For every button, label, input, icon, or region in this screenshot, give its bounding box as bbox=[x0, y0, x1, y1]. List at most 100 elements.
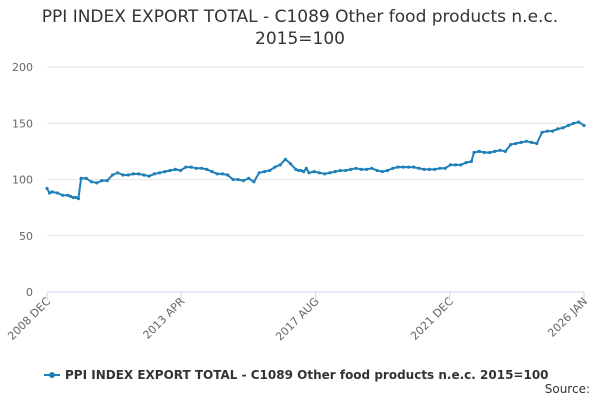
data-point bbox=[220, 172, 225, 176]
source-label[interactable]: Source: bbox=[544, 382, 590, 396]
y-tick-label: 100 bbox=[12, 174, 33, 187]
data-point bbox=[189, 165, 193, 169]
data-point bbox=[509, 143, 513, 147]
data-point bbox=[380, 170, 384, 174]
data-point bbox=[385, 168, 390, 173]
data-point bbox=[349, 167, 353, 171]
data-point bbox=[236, 177, 240, 182]
data-point bbox=[344, 168, 348, 173]
data-point bbox=[396, 165, 400, 169]
data-point bbox=[498, 148, 502, 152]
data-point bbox=[417, 166, 421, 170]
data-point bbox=[226, 173, 230, 177]
data-point bbox=[200, 166, 204, 170]
data-point bbox=[323, 172, 327, 176]
data-point bbox=[577, 120, 581, 124]
series-line bbox=[46, 121, 585, 200]
data-point bbox=[289, 162, 293, 166]
data-point bbox=[391, 166, 395, 170]
data-point bbox=[273, 165, 277, 169]
data-point bbox=[556, 127, 560, 131]
legend-label: PPI INDEX EXPORT TOTAL - C1089 Other foo… bbox=[65, 368, 549, 382]
grid-layer bbox=[47, 66, 584, 237]
data-point bbox=[247, 176, 251, 180]
data-point bbox=[147, 174, 151, 178]
data-point bbox=[194, 166, 198, 170]
data-point bbox=[427, 167, 431, 171]
data-point bbox=[524, 139, 529, 143]
data-point bbox=[142, 173, 146, 177]
y-tick-label: 50 bbox=[19, 230, 33, 243]
data-point bbox=[448, 163, 452, 167]
x-tick-label: 2008 DEC bbox=[5, 295, 53, 343]
data-point bbox=[333, 170, 337, 174]
data-point bbox=[422, 167, 426, 171]
data-point bbox=[493, 149, 497, 153]
data-point bbox=[488, 150, 492, 155]
data-point bbox=[401, 165, 405, 169]
data-point bbox=[317, 171, 321, 175]
data-point bbox=[158, 171, 162, 175]
data-point bbox=[365, 167, 369, 171]
data-point bbox=[241, 179, 246, 183]
data-point bbox=[76, 197, 80, 201]
data-point bbox=[215, 172, 219, 176]
data-point bbox=[95, 181, 99, 185]
data-point bbox=[338, 168, 342, 173]
data-point bbox=[503, 149, 507, 153]
y-tick-label: 0 bbox=[26, 286, 33, 299]
x-tick-label: 2026 JAN bbox=[545, 295, 590, 340]
data-point bbox=[299, 168, 303, 173]
data-point bbox=[328, 171, 332, 175]
data-point bbox=[566, 123, 570, 128]
data-point bbox=[163, 170, 167, 174]
data-point bbox=[454, 163, 458, 167]
data-point bbox=[205, 167, 209, 171]
data-point bbox=[210, 170, 214, 174]
data-point bbox=[406, 165, 411, 169]
data-point bbox=[296, 168, 301, 173]
data-point bbox=[438, 166, 442, 170]
data-point bbox=[89, 180, 94, 184]
data-point bbox=[514, 141, 518, 146]
data-point bbox=[262, 170, 266, 174]
data-point bbox=[469, 159, 473, 164]
data-point bbox=[61, 193, 65, 197]
data-point bbox=[530, 140, 534, 144]
data-point bbox=[464, 161, 468, 165]
data-point bbox=[69, 194, 73, 198]
x-tick-label: 2017 AUG bbox=[273, 295, 322, 344]
data-point bbox=[152, 172, 156, 176]
data-point bbox=[302, 170, 306, 174]
data-point bbox=[412, 165, 416, 169]
data-point bbox=[561, 126, 565, 130]
data-point bbox=[179, 168, 183, 173]
data-point bbox=[137, 172, 141, 176]
data-point bbox=[79, 176, 83, 180]
data-point bbox=[55, 191, 60, 195]
data-point bbox=[66, 193, 70, 197]
data-point bbox=[359, 167, 363, 171]
data-point bbox=[459, 163, 463, 167]
data-point bbox=[477, 149, 481, 153]
x-tick-label: 2021 DEC bbox=[408, 295, 456, 343]
data-point bbox=[535, 141, 539, 146]
data-point bbox=[110, 173, 115, 177]
x-tick-label: 2013 APR bbox=[140, 295, 187, 342]
data-point bbox=[545, 129, 549, 133]
data-point bbox=[105, 179, 109, 183]
data-point bbox=[84, 176, 88, 180]
data-point bbox=[116, 171, 120, 175]
data-point bbox=[443, 166, 447, 170]
data-point bbox=[45, 186, 49, 191]
data-point bbox=[307, 171, 311, 175]
data-point bbox=[121, 173, 125, 177]
data-point bbox=[173, 167, 177, 171]
data-point bbox=[184, 165, 188, 169]
data-point bbox=[312, 170, 316, 174]
legend[interactable]: PPI INDEX EXPORT TOTAL - C1089 Other foo… bbox=[44, 366, 549, 384]
data-point bbox=[354, 166, 358, 170]
data-point bbox=[283, 157, 287, 161]
